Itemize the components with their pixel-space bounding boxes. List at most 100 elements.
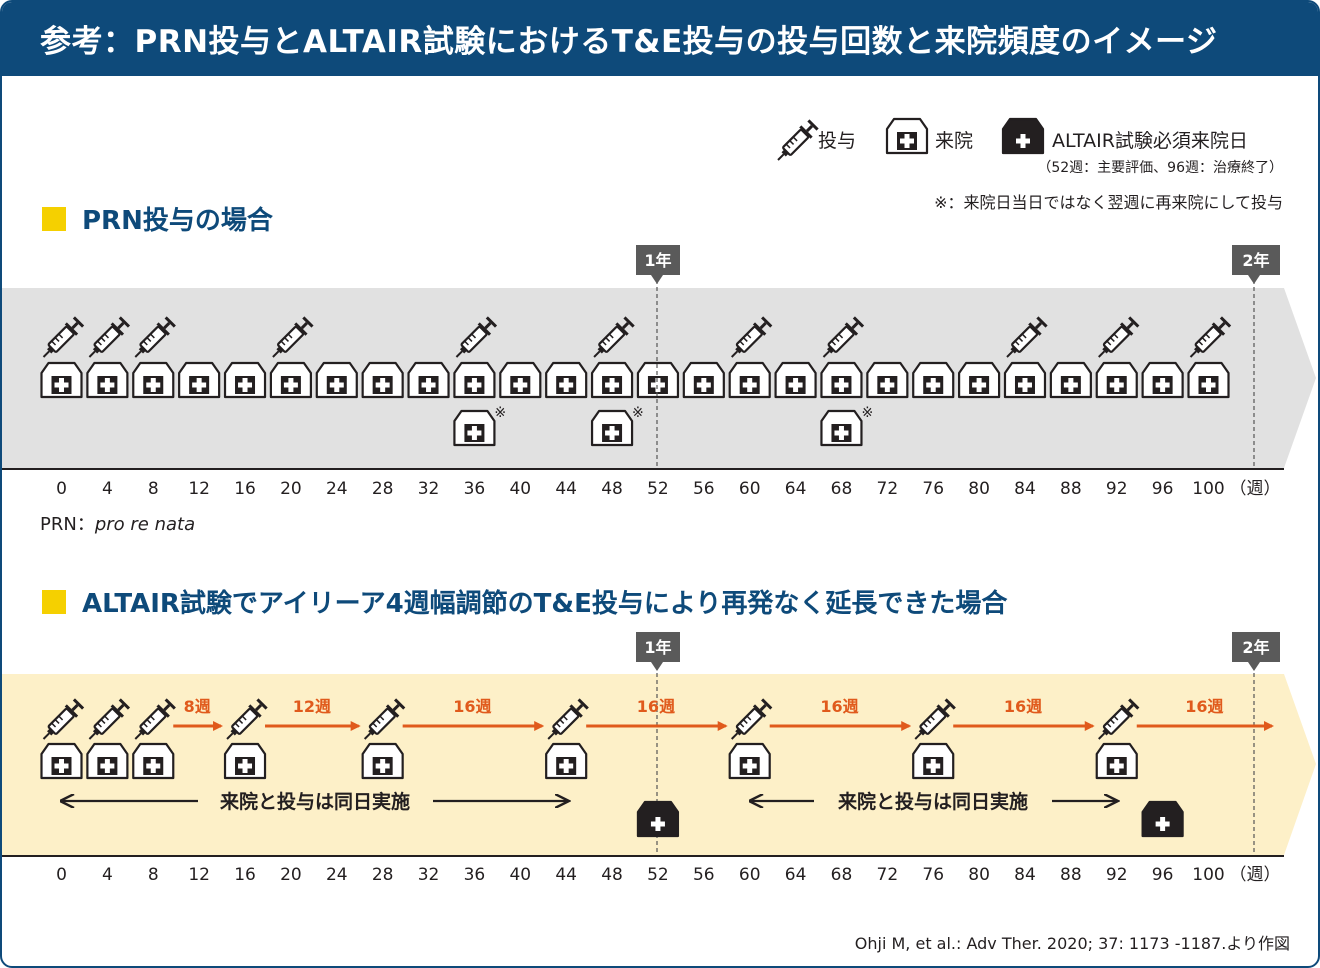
te-tick-48: 48	[601, 865, 623, 885]
te-tick-52: 52	[647, 865, 669, 885]
prn-tick-20: 20	[280, 479, 302, 499]
interval-label-5: 16週	[1004, 697, 1042, 716]
te-tick-64: 64	[785, 865, 807, 885]
prn-tick-28: 28	[372, 479, 394, 499]
legend-mandatory-label: ALTAIR試験必須来院日	[1052, 130, 1248, 152]
visit-icon	[86, 361, 129, 399]
interval-label-2: 16週	[453, 697, 491, 716]
prn-tick-24: 24	[326, 479, 348, 499]
visit-icon	[774, 361, 817, 399]
te-tick-80: 80	[968, 865, 990, 885]
prn-tick-12: 12	[188, 479, 210, 499]
visit-icon	[912, 742, 955, 780]
visit-icon	[1095, 361, 1138, 399]
te-tick-88: 88	[1060, 865, 1082, 885]
visit-icon	[1095, 742, 1138, 780]
prn-tick-76: 76	[922, 479, 944, 499]
revisit-mark: ※	[494, 405, 506, 421]
prn-tick-80: 80	[968, 479, 990, 499]
interval-label-0: 8週	[184, 697, 211, 716]
te-intervals: 8週 12週 16週 16週 16週 16週 16週	[173, 697, 1274, 731]
visit-icon	[728, 361, 771, 399]
header-bar: 参考：PRN投与とALTAIR試験におけるT&E投与の投与回数と来院頻度のイメー…	[2, 2, 1318, 76]
prn-tick-32: 32	[418, 479, 440, 499]
prn-tick-64: 64	[785, 479, 807, 499]
prn-tick-48: 48	[601, 479, 623, 499]
legend-mandatory-visit-icon	[1001, 117, 1045, 155]
prn-year2-marker: 2年	[1232, 245, 1280, 468]
legend: 投与 来院 ALTAIR試験必須来院日 （52週：主要評価、96週：治療終了） …	[770, 116, 1283, 212]
te-title-marker	[42, 590, 66, 614]
mandatory-visit-icon	[1141, 800, 1184, 838]
prn-year2-label: 2年	[1242, 251, 1269, 270]
te-year2-label: 2年	[1242, 638, 1269, 657]
citation: Ohji M, et al.: Adv Ther. 2020; 37: 1173…	[854, 934, 1290, 953]
visit-icon	[315, 361, 358, 399]
visit-icon	[1141, 361, 1184, 399]
revisit-icon	[820, 409, 863, 447]
visit-icon	[545, 361, 588, 399]
te-tick-56: 56	[693, 865, 715, 885]
visit-icon	[545, 742, 588, 780]
prn-tick-36: 36	[464, 479, 486, 499]
prn-tick-56: 56	[693, 479, 715, 499]
revisit-mark: ※	[861, 405, 873, 421]
visit-icon	[132, 742, 175, 780]
visit-icon	[223, 742, 267, 780]
visit-icon	[957, 361, 1001, 399]
te-year2-marker: 2年	[1232, 632, 1280, 855]
visit-icon	[40, 361, 83, 399]
visit-icon	[407, 361, 450, 399]
prn-tick-84: 84	[1014, 479, 1036, 499]
prn-tick-68: 68	[831, 479, 853, 499]
visit-icon	[866, 361, 909, 399]
te-tick-24: 24	[326, 865, 348, 885]
visit-icon	[499, 361, 542, 399]
te-tick-96: 96	[1152, 865, 1174, 885]
visit-icon	[453, 361, 496, 399]
te-tick-12: 12	[188, 865, 210, 885]
te-tick-20: 20	[280, 865, 302, 885]
visit-icon	[1003, 361, 1047, 399]
legend-visit-label: 来院	[935, 130, 973, 152]
visit-icon	[86, 742, 129, 780]
prn-tick-0: 0	[56, 479, 67, 499]
prn-abbr-label: PRN：	[40, 514, 95, 535]
prn-tick-100: 100	[1192, 479, 1224, 499]
visit-icon	[132, 361, 175, 399]
prn-tick-16: 16	[234, 479, 256, 499]
interval-label-6: 16週	[1185, 697, 1223, 716]
prn-title-marker	[42, 207, 66, 231]
prn-tick-96: 96	[1152, 479, 1174, 499]
te-tick-32: 32	[418, 865, 440, 885]
same-day-label-1: 来院と投与は同日実施	[220, 790, 410, 813]
visit-icon	[1049, 361, 1092, 399]
te-tick-40: 40	[509, 865, 531, 885]
te-tick-68: 68	[831, 865, 853, 885]
te-tick-44: 44	[555, 865, 577, 885]
te-tick-92: 92	[1106, 865, 1128, 885]
prn-abbreviation: PRN：pro re nata	[40, 510, 195, 536]
prn-revisits: ※ ※ ※	[453, 405, 873, 447]
te-year1-label: 1年	[644, 638, 671, 657]
legend-injection-label: 投与	[818, 130, 856, 152]
prn-axis-ticks: 0 4 8 12 16 20 24 28 32 36 40 44 48 52 56 60 64 68 72 76 80 8…	[56, 479, 1280, 499]
legend-footnote: ※：来院日当日ではなく翌週に再来院にして投与	[934, 193, 1283, 212]
te-tick-0: 0	[56, 865, 67, 885]
legend-mandatory-note: （52週：主要評価、96週：治療終了）	[1037, 159, 1283, 176]
interval-label-4: 16週	[820, 697, 858, 716]
te-tick-100: 100	[1192, 865, 1224, 885]
visit-icon	[728, 742, 771, 780]
page-title: 参考：PRN投与とALTAIR試験におけるT&E投与の投与回数と来院頻度のイメー…	[40, 24, 1218, 60]
visit-icon	[1187, 361, 1230, 399]
te-axis-unit: （週）	[1230, 865, 1281, 885]
revisit-mark: ※	[632, 405, 644, 421]
prn-year1-marker: 1年	[636, 245, 680, 468]
interval-label-3: 16週	[637, 697, 675, 716]
prn-section-title: PRN投与の場合	[82, 205, 274, 236]
visit-icon	[269, 361, 312, 399]
te-tick-4: 4	[102, 865, 113, 885]
te-axis-ticks: 0 4 8 12 16 20 24 28 32 36 40 44 48 52 56 60 64 68 72 76 80 8…	[56, 865, 1280, 885]
